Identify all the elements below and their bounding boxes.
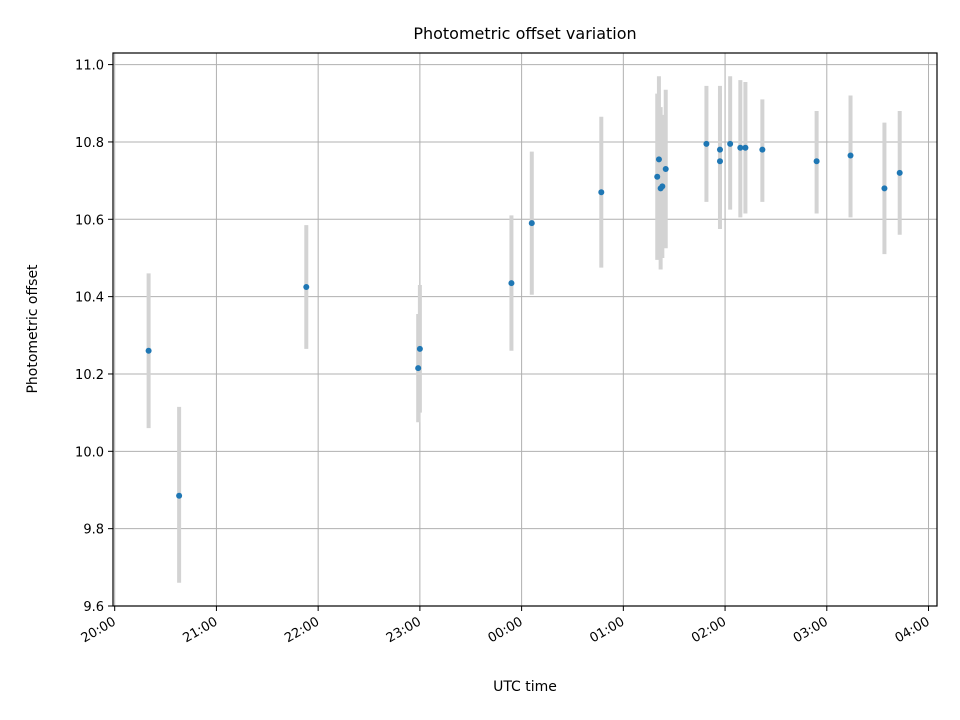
data-point xyxy=(176,492,183,499)
data-point xyxy=(716,146,723,153)
x-axis-label: UTC time xyxy=(493,679,557,695)
data-point xyxy=(303,283,310,290)
y-tick-label: 10.2 xyxy=(75,368,104,383)
y-tick-label: 9.6 xyxy=(83,600,104,615)
data-point xyxy=(896,169,903,176)
data-point xyxy=(881,185,888,192)
y-tick-label: 11.0 xyxy=(75,59,104,74)
data-point xyxy=(703,140,710,147)
data-point xyxy=(598,189,605,196)
y-tick-label: 10.0 xyxy=(75,445,104,460)
data-point xyxy=(847,152,854,159)
grid-lines xyxy=(113,53,937,607)
y-axis-ticks: 9.6 9.8 10.0 10.2 10.4 10.6 10.8 11.0 xyxy=(75,59,113,615)
data-point xyxy=(528,220,535,227)
data-point xyxy=(415,365,422,372)
data-point xyxy=(716,158,723,165)
data-point xyxy=(145,347,152,354)
data-point xyxy=(737,144,744,151)
y-axis-label: Photometric offset xyxy=(25,264,41,394)
data-point xyxy=(727,140,734,147)
data-point xyxy=(655,156,662,163)
chart-title: Photometric offset variation xyxy=(413,24,636,43)
y-tick-label: 10.6 xyxy=(75,213,104,228)
y-tick-label: 9.8 xyxy=(83,523,104,538)
data-point xyxy=(508,280,515,287)
data-point xyxy=(759,146,766,153)
data-point xyxy=(813,158,820,165)
data-points xyxy=(145,140,903,499)
data-point xyxy=(662,166,669,173)
plot-area-frame xyxy=(112,52,938,607)
y-tick-label: 10.4 xyxy=(75,291,104,306)
y-tick-label: 10.8 xyxy=(75,136,104,151)
data-point xyxy=(654,173,661,180)
data-point xyxy=(659,183,666,190)
data-point xyxy=(416,345,423,352)
data-point xyxy=(742,144,749,151)
